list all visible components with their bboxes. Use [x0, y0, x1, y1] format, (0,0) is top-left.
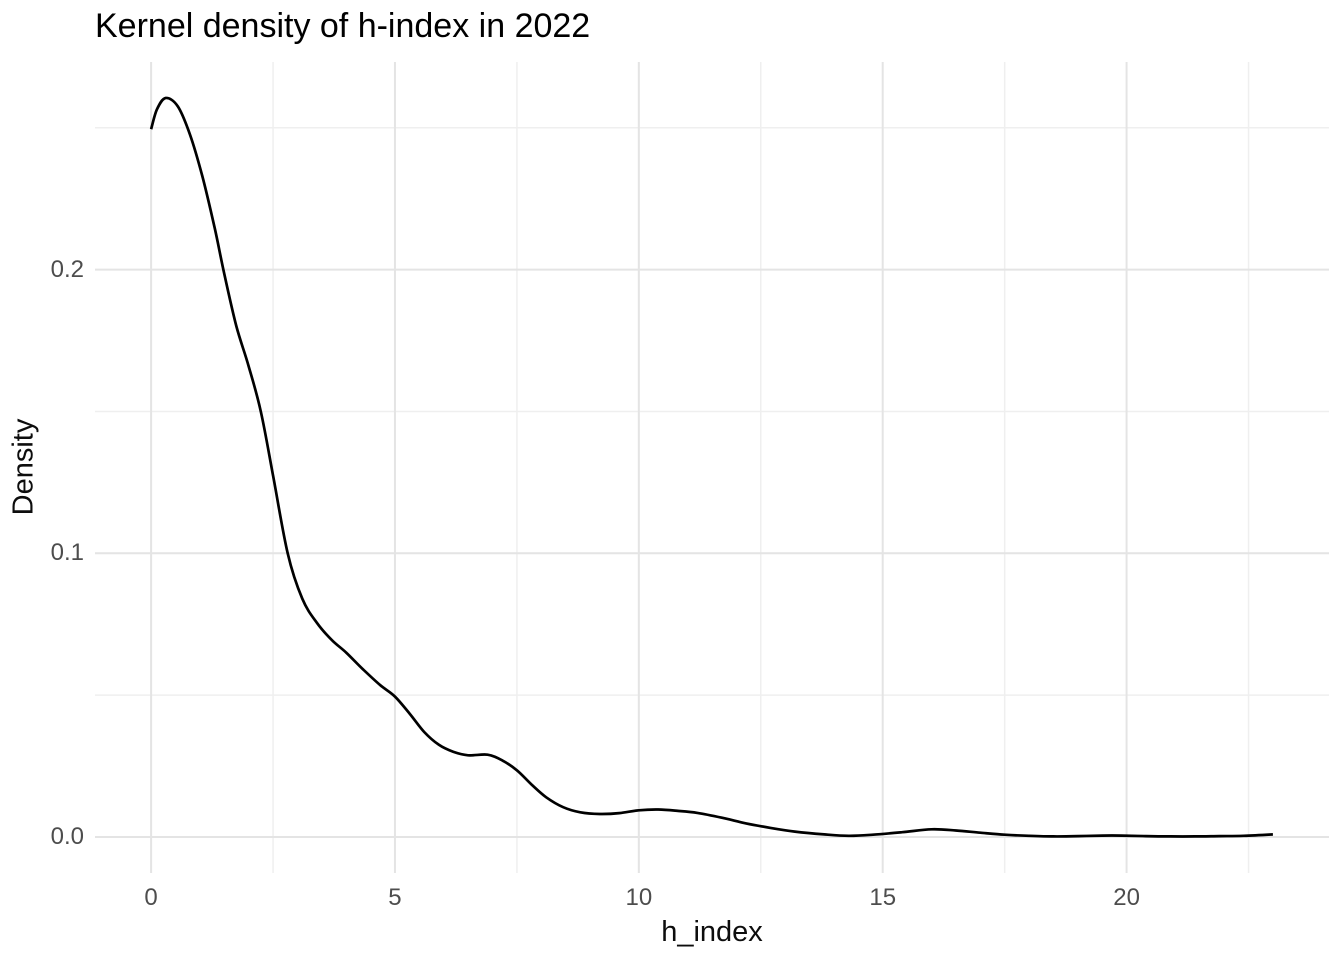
x-tick-label: 0 [144, 884, 158, 911]
y-tick-label: 0.1 [50, 539, 84, 567]
chart-title: Kernel density of h-index in 2022 [95, 7, 591, 45]
x-tick-label: 15 [869, 884, 897, 911]
x-tick-label: 5 [388, 884, 402, 911]
y-tick-label: 0.2 [50, 255, 84, 283]
x-axis-title: h_index [661, 916, 763, 948]
x-tick-label: 10 [625, 884, 653, 911]
density-curve [149, 96, 1273, 838]
y-tick-label: 0.0 [50, 822, 84, 850]
x-tick-label: 20 [1113, 884, 1140, 911]
